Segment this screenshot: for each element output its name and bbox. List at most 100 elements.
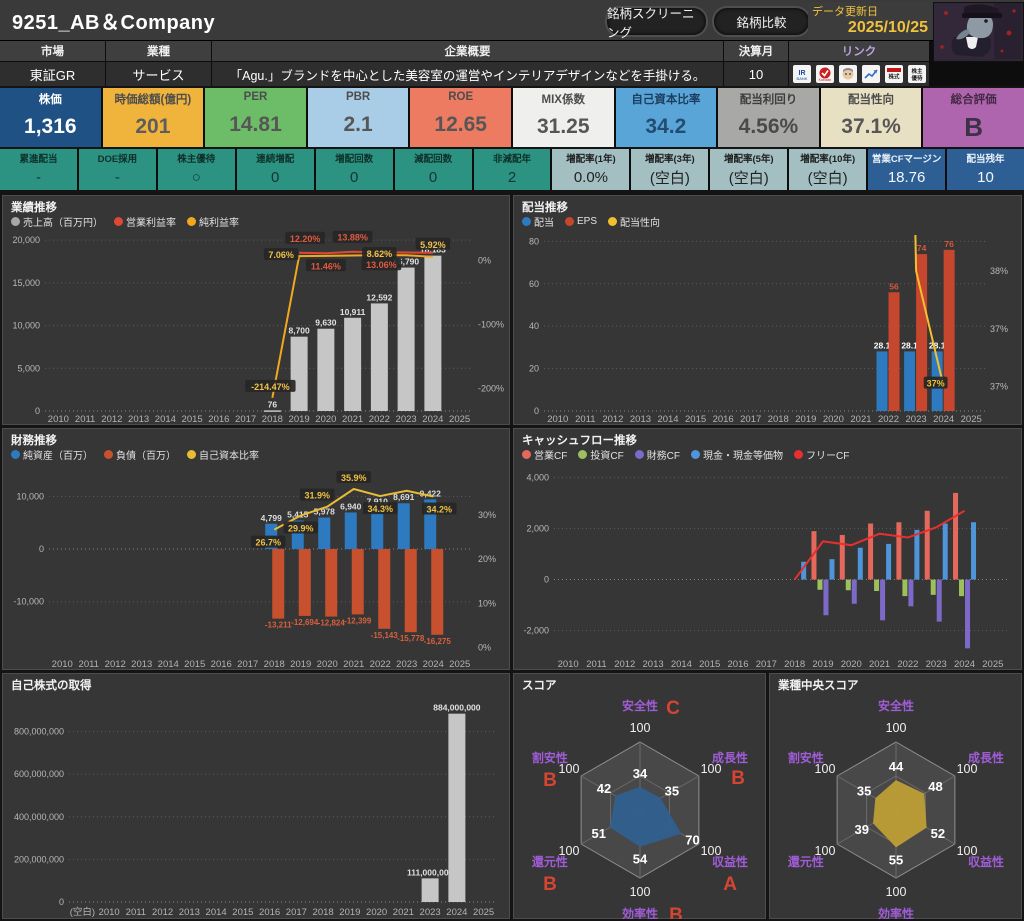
finance-panel: 財務推移 純資産（百万） 負債（百万） 自己資本比率 10,000 0 -10,000 3…: [2, 428, 510, 670]
performance-legend: 売上高（百万円） 営業利益率 純利益率: [3, 214, 509, 229]
svg-text:51: 51: [591, 826, 605, 841]
svg-text:2018: 2018: [262, 414, 283, 425]
svg-text:8,691: 8,691: [393, 492, 415, 502]
svg-text:2024: 2024: [423, 659, 444, 670]
svg-text:2016: 2016: [259, 907, 280, 918]
svg-text:2023: 2023: [396, 659, 417, 670]
svg-text:成長性: 成長性: [712, 750, 748, 765]
subtile-value: ○: [191, 169, 201, 186]
svg-text:20: 20: [529, 364, 539, 374]
svg-text:2013: 2013: [630, 414, 651, 425]
subtile-label: 非減配年: [492, 154, 531, 165]
tile-payout-ratio: 配当性向 37.1%: [820, 88, 922, 147]
svg-text:39: 39: [855, 822, 869, 837]
update-date-label: データ更新日: [812, 6, 878, 18]
legend-dot-icon: [691, 450, 701, 459]
svg-text:(空白): (空白): [70, 906, 95, 918]
screening-button[interactable]: 銘柄スクリーニング: [605, 6, 708, 40]
legend-item: 財務CF: [634, 447, 680, 462]
svg-text:7.06%: 7.06%: [268, 250, 294, 260]
svg-text:2019: 2019: [289, 414, 310, 425]
tile-label: 総合評価: [950, 94, 997, 106]
stock-chart-link-icon[interactable]: [861, 65, 880, 83]
svg-text:60: 60: [529, 279, 539, 289]
svg-text:2013: 2013: [128, 414, 149, 425]
subtile-growth-5y: 増配率(5年) (空白): [710, 149, 788, 190]
svg-text:-15,143: -15,143: [371, 631, 399, 640]
tile-label: 株価: [38, 94, 62, 106]
legend-item: 負債（百万）: [104, 447, 176, 462]
subtile-dividend-years-left: 配当残年 10: [947, 149, 1024, 190]
kabutan-link-icon[interactable]: Kabutan: [815, 65, 834, 83]
svg-text:2020: 2020: [315, 414, 336, 425]
tile-pbr: PBR 2.1: [307, 88, 409, 147]
cashflow-panel: キャッシュフロー推移 営業CF 投資CF 財務CF 現金・現金等価物 フリーCF 4,0…: [513, 428, 1022, 670]
company-info-row: 市場 東証GR 業種 サービス 企業概要 「Agu.」ブランドを中心とした美容室…: [0, 41, 1024, 86]
svg-text:2016: 2016: [211, 659, 232, 670]
ir-bank-link-icon[interactable]: IR BANK: [792, 65, 811, 83]
legend-dot-icon: [11, 450, 20, 459]
svg-text:13.88%: 13.88%: [337, 233, 368, 243]
subtile-progressive-dividend: 累進配当 -: [0, 149, 77, 190]
svg-text:2017: 2017: [237, 659, 258, 670]
yutai-link-icon[interactable]: 株主 優待: [907, 65, 926, 83]
market-header: 市場: [0, 41, 105, 61]
svg-text:37%: 37%: [927, 379, 945, 389]
links-column: リンク IR BANK Kabutan 株式 株主 優待: [789, 41, 929, 86]
finance-chart: 10,000 0 -10,000 30% 20% 10% 0% 2010 2011 2012 201…: [13, 470, 496, 670]
svg-text:2017: 2017: [235, 414, 256, 425]
compare-button[interactable]: 銘柄比較: [712, 6, 811, 37]
legend-item: 配当性向: [608, 214, 660, 229]
svg-text:2011: 2011: [575, 414, 595, 425]
svg-text:200,000,000: 200,000,000: [14, 854, 64, 864]
svg-text:31.9%: 31.9%: [304, 491, 330, 501]
svg-text:56: 56: [889, 281, 899, 291]
subtile-label: 株主優待: [177, 154, 216, 165]
subtile-label: 減配回数: [414, 154, 453, 165]
svg-text:2010: 2010: [48, 414, 69, 425]
svg-text:2025: 2025: [449, 659, 470, 670]
svg-text:8,700: 8,700: [288, 326, 310, 336]
svg-text:2021: 2021: [869, 659, 890, 670]
svg-text:2012: 2012: [602, 414, 623, 425]
svg-text:9,422: 9,422: [420, 488, 442, 498]
svg-text:42: 42: [597, 781, 611, 796]
svg-text:2019: 2019: [339, 907, 360, 918]
tile-mix: MIX係数 31.25: [512, 88, 614, 147]
tile-per: PER 14.81: [205, 88, 306, 147]
svg-text:2024: 2024: [422, 414, 443, 425]
svg-text:400,000,000: 400,000,000: [14, 812, 64, 822]
market-column: 市場 東証GR: [0, 41, 105, 86]
svg-text:2019: 2019: [795, 414, 816, 425]
svg-text:10,911: 10,911: [340, 307, 366, 317]
svg-text:優待: 優待: [910, 74, 923, 82]
svg-text:2014: 2014: [158, 659, 179, 670]
legend-item: フリーCF: [794, 447, 849, 462]
svg-text:2016: 2016: [713, 414, 734, 425]
nikkei-stock-link-icon[interactable]: 株式: [884, 65, 903, 83]
cashflow-chart: 4,000 2,000 0 -2,000 2010 2011 2012 2013 2014 201…: [523, 473, 1007, 670]
subtile-consecutive-increase: 連続増配 0: [236, 149, 314, 190]
subtile-ocf-margin: 営業CFマージン 18.76: [868, 149, 946, 190]
legend-dot-icon: [565, 217, 574, 226]
subtile-doe: DOE採用 -: [78, 149, 156, 190]
legend-item: 投資CF: [578, 447, 624, 462]
svg-text:2017: 2017: [740, 414, 761, 425]
treasury-stock-panel: 自己株式の取得 800,000,000 600,000,000 400,000,00…: [2, 673, 510, 919]
svg-text:100: 100: [957, 844, 978, 858]
svg-text:B: B: [731, 768, 745, 789]
svg-text:10,000: 10,000: [16, 491, 44, 501]
tile-label: PER: [243, 91, 268, 103]
legend-dot-icon: [104, 450, 113, 459]
tile-label: 自己資本比率: [631, 94, 701, 106]
svg-text:30%: 30%: [478, 510, 496, 520]
cashflow-legend: 営業CF 投資CF 財務CF 現金・現金等価物 フリーCF: [514, 447, 1021, 462]
subtile-no-cut-years: 非減配年 2: [473, 149, 551, 190]
svg-text:B: B: [669, 905, 683, 919]
minkabu-link-icon[interactable]: [838, 65, 857, 83]
svg-text:2014: 2014: [155, 414, 176, 425]
svg-text:2022: 2022: [878, 414, 899, 425]
legend-dot-icon: [114, 217, 123, 226]
svg-text:収益性: 収益性: [968, 854, 1004, 869]
